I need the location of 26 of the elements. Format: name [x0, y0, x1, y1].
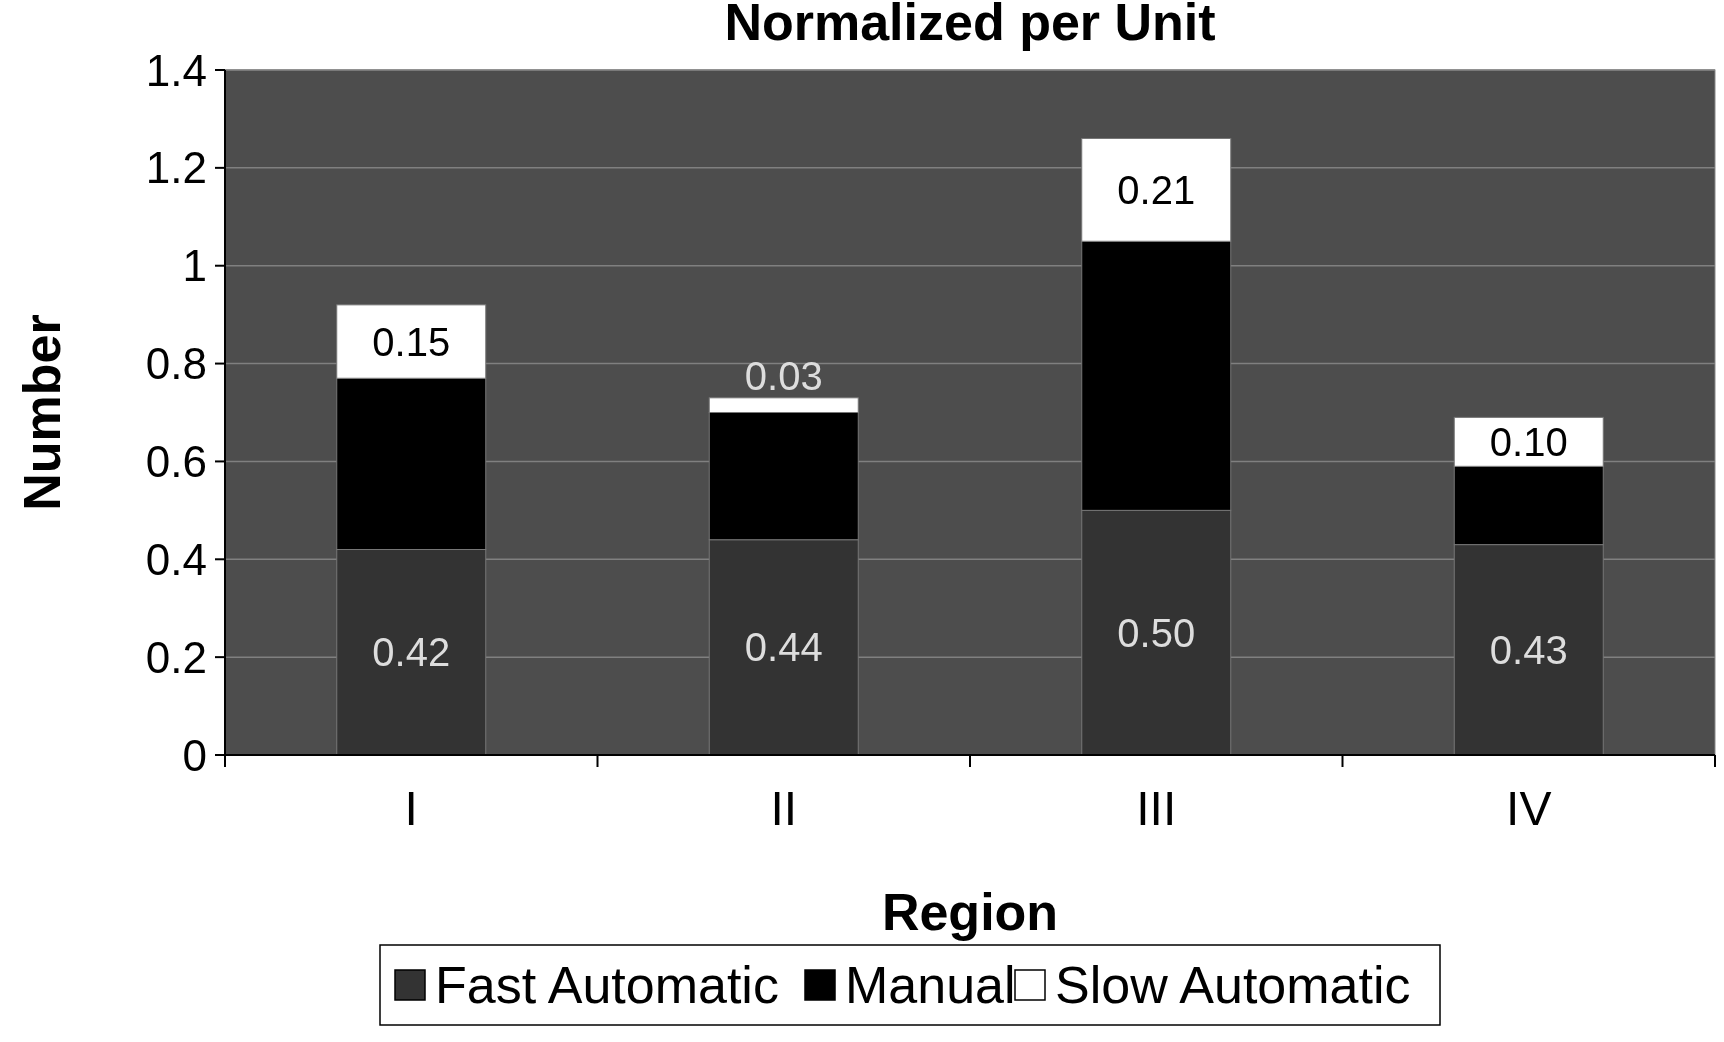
y-tick-label: 1.2 — [145, 143, 207, 193]
legend-label: Manual — [845, 956, 1016, 1014]
x-axis-title: Region — [881, 883, 1059, 941]
y-tick-label: 1.4 — [145, 45, 207, 95]
legend-label: Fast Automatic — [435, 956, 779, 1014]
data-label: 0.15 — [372, 319, 451, 364]
data-label: 0.42 — [372, 630, 451, 675]
y-tick-label: 0.4 — [145, 534, 207, 584]
y-tick-label: 0.6 — [145, 436, 207, 486]
data-label: 0.50 — [1117, 610, 1196, 655]
x-tick-label: III — [1136, 782, 1177, 835]
data-label: 0.44 — [744, 625, 823, 670]
y-tick-label: 0 — [182, 730, 207, 780]
chart-title: Normalized per Unit — [724, 0, 1216, 51]
data-label: 0.21 — [1117, 167, 1196, 212]
data-label: 0.03 — [744, 353, 823, 398]
x-tick-label: IV — [1506, 782, 1552, 835]
y-tick-label: 0.2 — [145, 632, 207, 682]
y-tick-label: 1 — [182, 241, 207, 291]
x-tick-label: II — [770, 782, 798, 835]
x-tick-label: I — [404, 782, 418, 835]
y-axis-title: Number — [13, 314, 71, 511]
data-label: 0.10 — [1489, 419, 1568, 464]
legend-label: Slow Automatic — [1055, 956, 1411, 1014]
data-label: 0.43 — [1489, 627, 1568, 672]
y-tick-label: 0.8 — [145, 339, 207, 389]
